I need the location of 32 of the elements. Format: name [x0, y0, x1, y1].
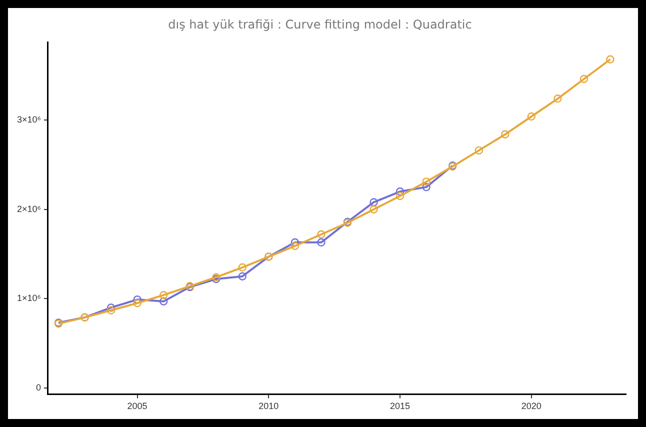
point — [422, 178, 430, 186]
point — [133, 299, 142, 308]
point — [317, 238, 326, 247]
point — [317, 230, 326, 238]
point — [290, 242, 300, 250]
point — [422, 182, 430, 192]
y-tick-label: 3×10⁶ — [16, 114, 42, 125]
x-tick-label: 2010 — [258, 401, 279, 412]
point — [370, 198, 378, 206]
point — [106, 303, 116, 312]
x-tick-label: 2005 — [127, 401, 148, 412]
point — [474, 146, 483, 155]
point — [238, 263, 247, 272]
point — [580, 74, 588, 84]
point — [159, 297, 168, 306]
point — [238, 272, 247, 280]
y-tick-label: 0 — [36, 382, 41, 392]
chart-title: dış hat yük trafiği : Curve fitting model : Quadratic — [168, 17, 472, 32]
point — [606, 55, 614, 64]
point — [501, 130, 510, 138]
point — [133, 295, 142, 304]
point — [159, 290, 168, 300]
x-tick-label: 2015 — [390, 401, 410, 412]
point — [554, 94, 562, 103]
point — [396, 192, 404, 200]
point — [396, 187, 404, 196]
point — [527, 112, 536, 121]
y-tick-label: 2×10⁶ — [16, 204, 42, 214]
x-tick-label: 2020 — [521, 401, 542, 412]
point — [106, 306, 116, 314]
y-tick-label: 1×10⁶ — [16, 293, 42, 304]
point — [370, 205, 378, 214]
